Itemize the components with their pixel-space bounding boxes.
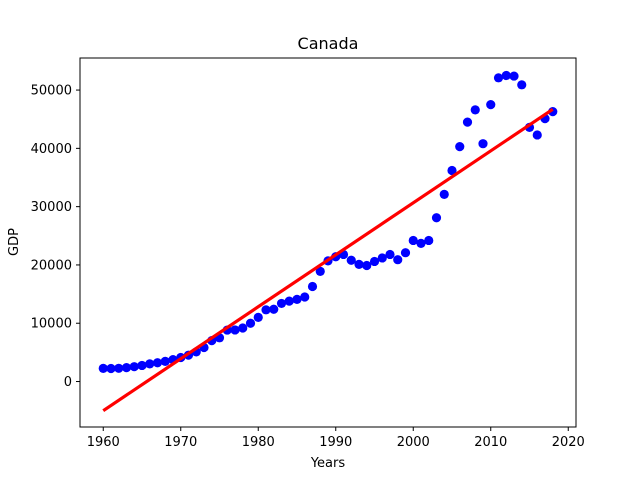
data-point — [269, 304, 279, 314]
y-tick-label: 0 — [64, 375, 72, 390]
x-tick-label: 2000 — [397, 435, 430, 450]
data-point — [245, 318, 256, 328]
x-axis-label: Years — [310, 456, 346, 471]
data-point — [145, 359, 155, 369]
data-point — [486, 100, 496, 110]
data-point — [478, 139, 488, 149]
y-axis-label: GDP — [7, 228, 22, 256]
x-tick-label: 1980 — [242, 435, 275, 450]
data-point — [137, 360, 147, 371]
data-point — [261, 305, 271, 315]
y-tick-label: 50000 — [31, 84, 72, 99]
data-point — [532, 130, 542, 140]
regression-line — [102, 107, 554, 413]
data-point — [284, 296, 294, 306]
data-point — [517, 80, 527, 90]
data-point — [238, 323, 248, 333]
data-point — [455, 142, 465, 152]
data-point — [230, 325, 240, 335]
data-point — [300, 292, 310, 302]
data-point — [129, 362, 139, 372]
data-point — [377, 253, 387, 263]
x-tick-label: 2020 — [552, 435, 585, 450]
data-point — [346, 255, 356, 265]
data-point — [369, 256, 380, 267]
data-point — [462, 117, 473, 127]
plot-background — [80, 58, 576, 427]
y-tick-label: 40000 — [31, 142, 72, 157]
data-point — [106, 363, 116, 374]
data-point — [385, 249, 395, 260]
data-point — [121, 363, 132, 373]
data-point — [276, 298, 287, 309]
data-point — [431, 213, 442, 223]
y-tick-label: 30000 — [31, 200, 72, 215]
data-point — [152, 358, 163, 368]
data-point — [447, 165, 457, 176]
data-marks — [98, 70, 558, 413]
data-point — [292, 294, 302, 304]
data-point — [493, 73, 504, 83]
data-point — [98, 363, 108, 373]
y-tick-label: 20000 — [31, 258, 72, 273]
data-point — [393, 255, 403, 265]
x-tick-label: 2010 — [474, 435, 507, 450]
data-point — [408, 235, 418, 246]
data-point — [470, 105, 480, 115]
data-point — [424, 235, 434, 246]
x-tick-label: 1970 — [164, 435, 197, 450]
x-tick-label: 1960 — [87, 435, 120, 450]
data-point — [501, 70, 511, 81]
data-point — [509, 71, 519, 81]
data-point — [307, 281, 318, 292]
axis-ticks: 1960 1970 1980 1990 2000 2010 2020 0 10000 20000 3… — [31, 84, 585, 450]
y-tick-label: 10000 — [31, 317, 72, 332]
data-point — [439, 189, 449, 200]
data-point — [114, 363, 124, 373]
data-point — [416, 238, 426, 248]
data-point — [354, 259, 364, 269]
data-point — [362, 260, 372, 271]
plot-frame — [79, 57, 577, 428]
data-point — [160, 356, 170, 366]
data-point — [400, 248, 411, 258]
data-point — [315, 266, 325, 276]
chart-title: Canada — [298, 34, 359, 53]
data-point — [253, 312, 263, 323]
x-tick-label: 1990 — [319, 435, 352, 450]
